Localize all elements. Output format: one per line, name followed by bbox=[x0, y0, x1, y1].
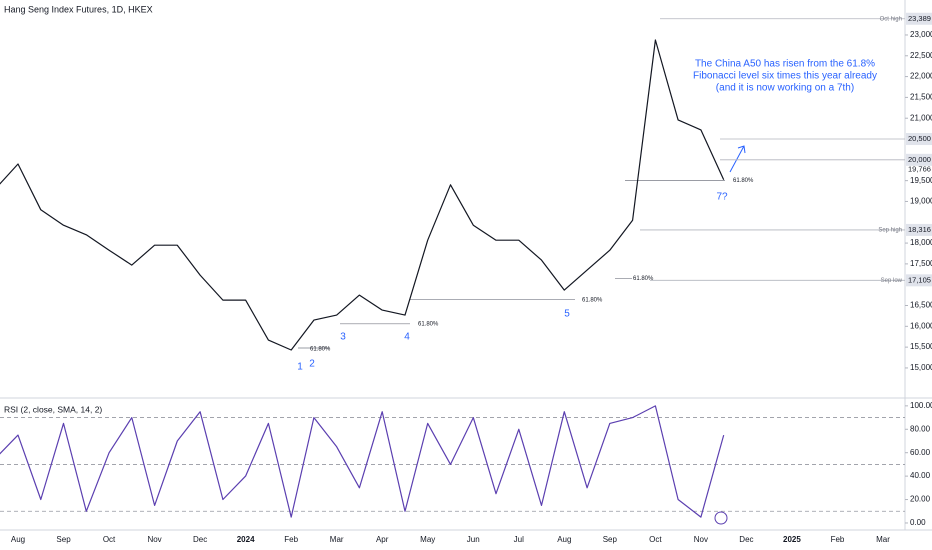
level-tag bbox=[906, 223, 932, 236]
rsi-line bbox=[0, 405, 725, 518]
y-tick-label: 60.00 bbox=[910, 448, 931, 457]
level-label: 20,500 bbox=[908, 134, 931, 143]
level-note: Sep low bbox=[881, 278, 903, 284]
rsi-title: RSI (2, close, SMA, 14, 2) bbox=[4, 404, 102, 414]
y-tick-label: 21,000 bbox=[910, 113, 932, 122]
level-label: 18,316 bbox=[908, 225, 931, 234]
level-label: 20,000 bbox=[908, 155, 931, 164]
x-tick-label: Nov bbox=[694, 535, 708, 544]
y-tick-label: 15,500 bbox=[910, 342, 932, 351]
y-tick-label: 16,500 bbox=[910, 301, 932, 310]
x-tick-label: Apr bbox=[376, 535, 389, 544]
y-tick-label: 19,500 bbox=[910, 176, 932, 185]
fib-label: 61.80% bbox=[633, 276, 654, 282]
level-label: 23,389 bbox=[908, 14, 931, 23]
x-tick-label: Jun bbox=[467, 535, 480, 544]
level-tag bbox=[906, 153, 932, 166]
annotation: Fibonacci level six times this year alre… bbox=[693, 71, 877, 82]
y-tick-label: 80.00 bbox=[910, 424, 931, 433]
y-tick-label: 15,000 bbox=[910, 363, 932, 372]
x-tick-label: Jul bbox=[514, 535, 524, 544]
wave-label: 1 bbox=[297, 362, 303, 373]
x-tick-label: Dec bbox=[193, 535, 207, 544]
fib-label: 61.80% bbox=[582, 297, 603, 303]
annotation: (and it is now working on a 7th) bbox=[716, 83, 854, 94]
last-price-label: 19,766 bbox=[908, 165, 931, 174]
wave-label: 4 bbox=[404, 332, 410, 343]
arrow bbox=[729, 145, 746, 173]
x-tick-label: 2024 bbox=[237, 535, 255, 544]
plot-area bbox=[0, 39, 905, 518]
x-tick-label: Mar bbox=[330, 535, 344, 544]
level-note: Sep high bbox=[878, 228, 902, 234]
y-tick-label: 100.00 bbox=[910, 401, 932, 410]
x-tick-label: Dec bbox=[739, 535, 753, 544]
fib-label: 61.80% bbox=[310, 347, 331, 353]
x-tick-label: Aug bbox=[11, 535, 25, 544]
y-tick-label: 40.00 bbox=[910, 471, 931, 480]
y-tick-label: 19,000 bbox=[910, 197, 932, 206]
x-tick-label: 2025 bbox=[783, 535, 801, 544]
rsi-highlight bbox=[714, 511, 728, 525]
level-label: 17,105 bbox=[908, 275, 931, 284]
wave-label: 7? bbox=[716, 192, 728, 203]
y-tick-label: 23,000 bbox=[910, 30, 932, 39]
y-tick-label: 17,500 bbox=[910, 259, 932, 268]
level-tag bbox=[906, 274, 932, 287]
annotation: The China A50 has risen from the 61.8% bbox=[695, 59, 875, 70]
fib-label: 61.80% bbox=[418, 321, 439, 327]
x-tick-label: Oct bbox=[103, 535, 116, 544]
y-tick-label: 16,000 bbox=[910, 321, 932, 330]
level-tag bbox=[906, 12, 932, 25]
level-tag bbox=[906, 133, 932, 146]
y-tick-label: 22,500 bbox=[910, 51, 932, 60]
x-tick-label: Feb bbox=[284, 535, 298, 544]
x-tick-label: Nov bbox=[147, 535, 161, 544]
x-tick-label: May bbox=[420, 535, 435, 544]
fib-label: 61.80% bbox=[733, 178, 754, 184]
x-tick-label: Feb bbox=[831, 535, 845, 544]
wave-label: 5 bbox=[564, 309, 570, 320]
wave-label: 3 bbox=[340, 332, 346, 343]
y-tick-label: 0.00 bbox=[910, 518, 926, 527]
chart-title: Hang Seng Index Futures, 1D, HKEX bbox=[4, 4, 153, 14]
y-tick-label: 18,000 bbox=[910, 238, 932, 247]
y-tick-label: 22,000 bbox=[910, 72, 932, 81]
y-tick-label: 21,500 bbox=[910, 93, 932, 102]
x-tick-label: Sep bbox=[603, 535, 618, 544]
x-tick-label: Aug bbox=[557, 535, 571, 544]
x-tick-label: Oct bbox=[649, 535, 662, 544]
wave-label: 2 bbox=[309, 359, 315, 370]
y-tick-label: 20.00 bbox=[910, 495, 931, 504]
price-line bbox=[0, 39, 725, 351]
x-tick-label: Mar bbox=[876, 535, 890, 544]
x-tick-label: Sep bbox=[56, 535, 71, 544]
level-note: Oct high bbox=[880, 16, 902, 22]
